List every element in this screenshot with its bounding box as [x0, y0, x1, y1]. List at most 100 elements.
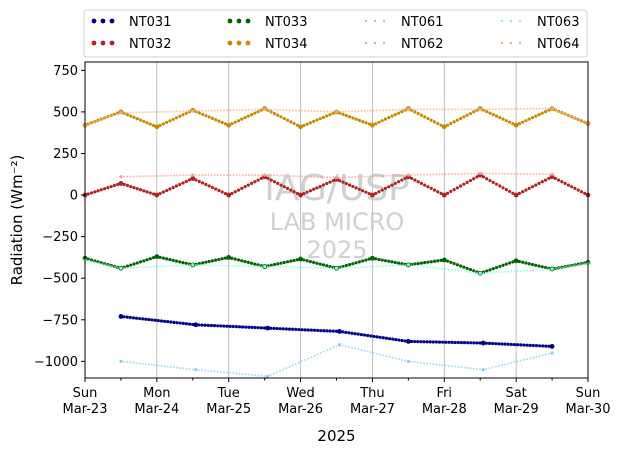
data-point [370, 255, 375, 261]
series-fill-marker [488, 178, 492, 183]
series-fill-marker [169, 320, 173, 324]
series-fill-marker [184, 179, 188, 184]
series-fill-marker [188, 264, 191, 267]
series-fill-marker [185, 110, 188, 113]
series-fill-marker [279, 261, 283, 265]
series-fill-marker [557, 267, 560, 270]
series-fill-marker [298, 266, 301, 269]
series-fill-marker [491, 108, 494, 111]
series-fill-marker [410, 360, 413, 363]
series-fill-marker [401, 108, 404, 111]
data-point [334, 266, 339, 270]
series-fill-marker [185, 367, 188, 370]
series-fill-marker [278, 327, 282, 331]
series-fill-marker [235, 372, 238, 375]
series-fill-marker [472, 177, 476, 181]
series-fill-marker [454, 173, 457, 176]
data-point [513, 258, 519, 264]
series-fill-marker [439, 123, 443, 127]
series-fill-marker [307, 266, 310, 269]
series-fill-marker [266, 265, 269, 268]
series-fill-marker [178, 114, 182, 118]
series-fill-marker [116, 182, 120, 187]
series-fill-marker [462, 341, 467, 345]
series-fill-marker [279, 183, 283, 187]
series-fill-marker [319, 110, 322, 113]
series-fill-marker [204, 182, 208, 187]
series-fill-marker [344, 113, 348, 118]
series-fill-marker [360, 349, 363, 352]
series-fill-marker [466, 366, 469, 369]
series-fill-marker [422, 340, 426, 344]
series-fill-marker [527, 117, 531, 121]
series-fill-marker [210, 109, 213, 112]
series-fill-marker [214, 258, 218, 262]
series-fill-marker [194, 109, 197, 112]
series-fill-marker [350, 331, 354, 335]
series-fill-marker [266, 108, 269, 111]
series-fill-marker [501, 270, 504, 273]
series-fill-marker [357, 118, 361, 122]
data-point [441, 124, 447, 130]
series-fill-marker [301, 109, 304, 112]
series-fill-marker [198, 109, 201, 112]
series-fill-marker [249, 261, 254, 265]
series-fill-marker [93, 190, 97, 194]
series-fill-marker [525, 343, 529, 347]
series-fill-marker [269, 373, 272, 376]
series-fill-marker [123, 111, 126, 114]
series-fill-marker [361, 189, 365, 193]
series-fill-marker [230, 256, 234, 260]
series-fill-marker [351, 184, 355, 189]
data-point [550, 172, 554, 176]
series-fill-marker [447, 364, 450, 367]
series-fill-marker [302, 123, 306, 128]
series-fill-marker [507, 270, 510, 273]
series-fill-marker [305, 122, 309, 126]
series-fill-marker [544, 173, 547, 176]
series-fill-marker [257, 174, 260, 177]
series-fill-marker [432, 188, 437, 192]
series-fill-marker [577, 263, 580, 266]
data-point [478, 107, 482, 111]
series-fill-marker [497, 271, 500, 274]
series-fill-marker [197, 368, 200, 371]
series-fill-marker [538, 107, 541, 110]
series-fill-marker [393, 113, 397, 117]
series-fill-marker [580, 119, 583, 122]
watermark-line: 2025 [306, 236, 367, 264]
series-fill-marker [248, 174, 251, 177]
series-fill-marker [570, 264, 573, 267]
series-fill-marker [376, 175, 379, 178]
series-fill-marker [142, 189, 146, 193]
data-point [370, 122, 375, 128]
series-fill-marker [475, 367, 478, 370]
series-fill-marker [416, 264, 419, 267]
series-fill-marker [217, 188, 221, 193]
series-fill-marker [547, 176, 551, 181]
series-fill-marker [89, 191, 94, 195]
series-fill-marker [172, 366, 175, 369]
series-fill-marker [351, 266, 354, 269]
series-fill-marker [184, 111, 188, 115]
series-fill-marker [419, 181, 424, 186]
series-fill-marker [344, 345, 347, 348]
data-point [193, 322, 199, 328]
series-nt063 [83, 258, 590, 275]
series-fill-marker [432, 259, 437, 263]
series-fill-marker [436, 190, 440, 194]
series-fill-marker [179, 264, 182, 267]
series-fill-marker [113, 113, 116, 116]
series-fill-marker [282, 260, 286, 265]
series-fill-marker [554, 108, 557, 111]
series-fill-marker [220, 257, 224, 261]
series-fill-marker [357, 175, 360, 178]
series-fill-marker [369, 351, 372, 354]
series-fill-marker [273, 265, 276, 268]
series-fill-marker [488, 268, 492, 272]
series-fill-marker [128, 315, 132, 320]
series-fill-marker [285, 186, 290, 190]
series-fill-marker [468, 178, 473, 183]
series-fill-marker [481, 175, 486, 179]
series-fill-marker [288, 365, 291, 368]
